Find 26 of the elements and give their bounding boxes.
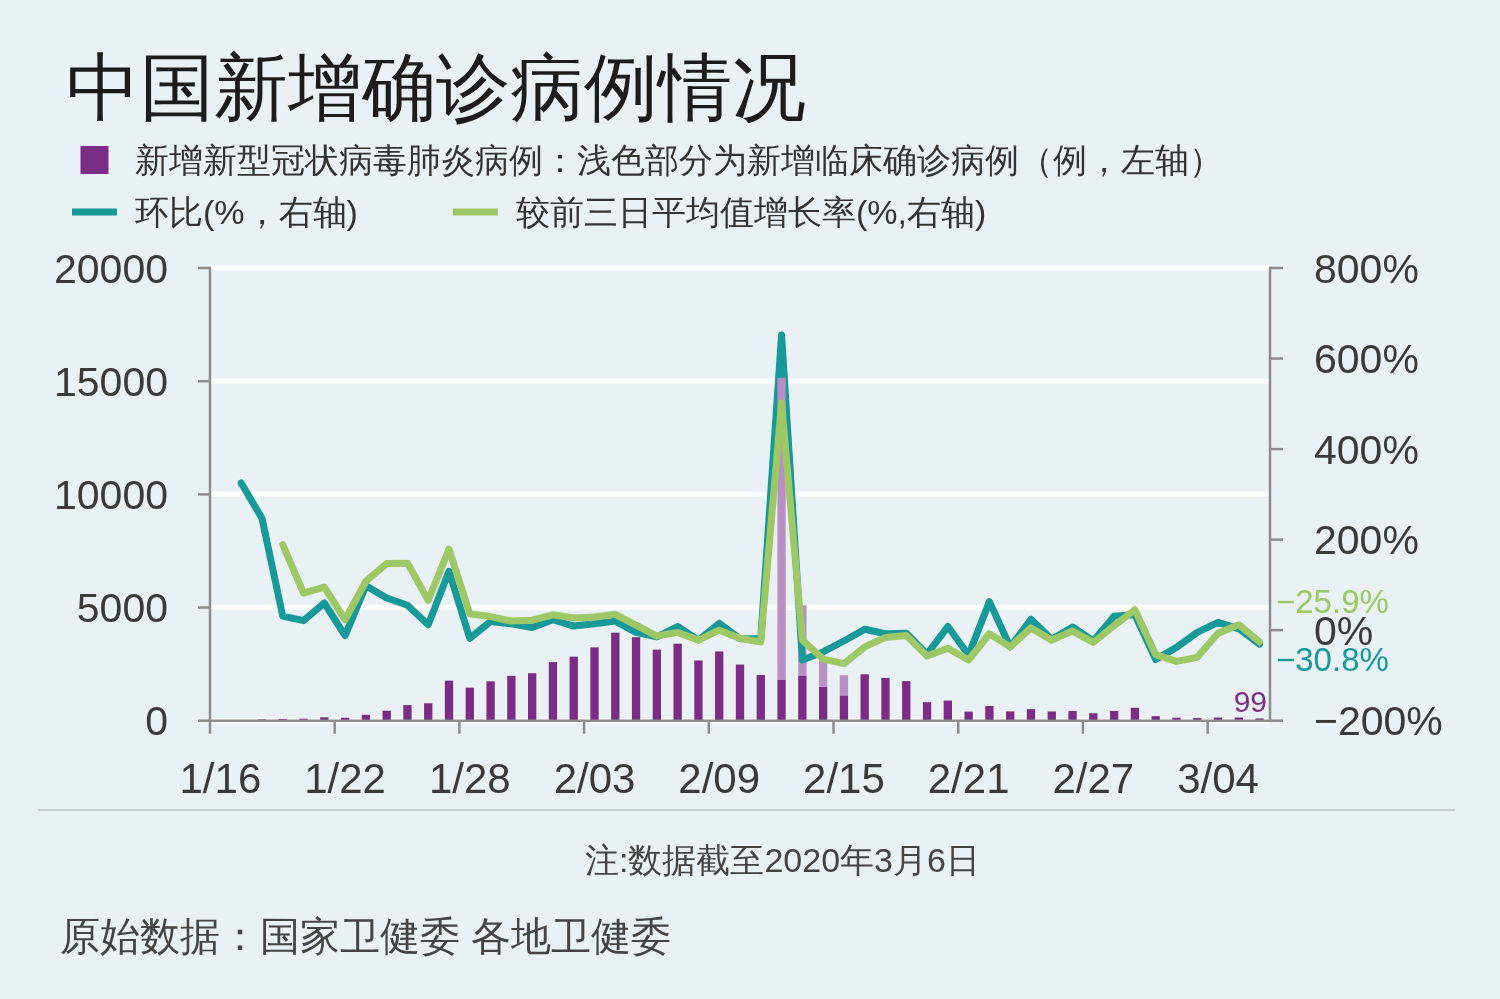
x-tick-label: 2/09 [678,754,761,802]
text: 注:数据截至2020年3月6日 [585,841,980,879]
y-tick-label: 10000 [53,472,168,519]
legend-label: 较前三日平均值增长率(%,右轴) [515,193,987,232]
x-tick-label: 1/16 [179,754,262,802]
legend-label: 新增新型冠状病毒肺炎病例：浅色部分为新增临床确诊病例（例，左轴） [135,141,1223,180]
data-label: 99 [1233,685,1267,719]
y2-tick-label: −200% [1314,698,1443,745]
y-tick-label: 5000 [76,585,168,632]
x-tick-label: 2/15 [803,754,885,802]
y-tick-label: 0 [145,698,168,745]
x-tick-label: 2/03 [553,754,636,802]
x-tick-label: 3/04 [1177,754,1259,802]
y2-tick-label: 400% [1314,426,1419,473]
y2-tick-label: 800% [1314,245,1419,292]
y-tick-label: 15000 [53,358,168,405]
x-tick-label: 1/28 [428,754,511,802]
x-tick-label: 2/27 [1052,754,1135,802]
y-tick-label: 20000 [53,245,168,292]
x-tick-label: 2/21 [927,754,1010,802]
text: 原始数据：国家卫健委 各地卫健委 [60,914,672,958]
legend-label: 环比(%，右轴) [135,193,358,232]
x-tick-label: 1/22 [304,754,386,802]
chart-title: 中国新增确诊病例情况 [66,46,806,129]
y2-tick-label: 200% [1314,517,1419,564]
y2-tick-label: 600% [1314,336,1419,383]
